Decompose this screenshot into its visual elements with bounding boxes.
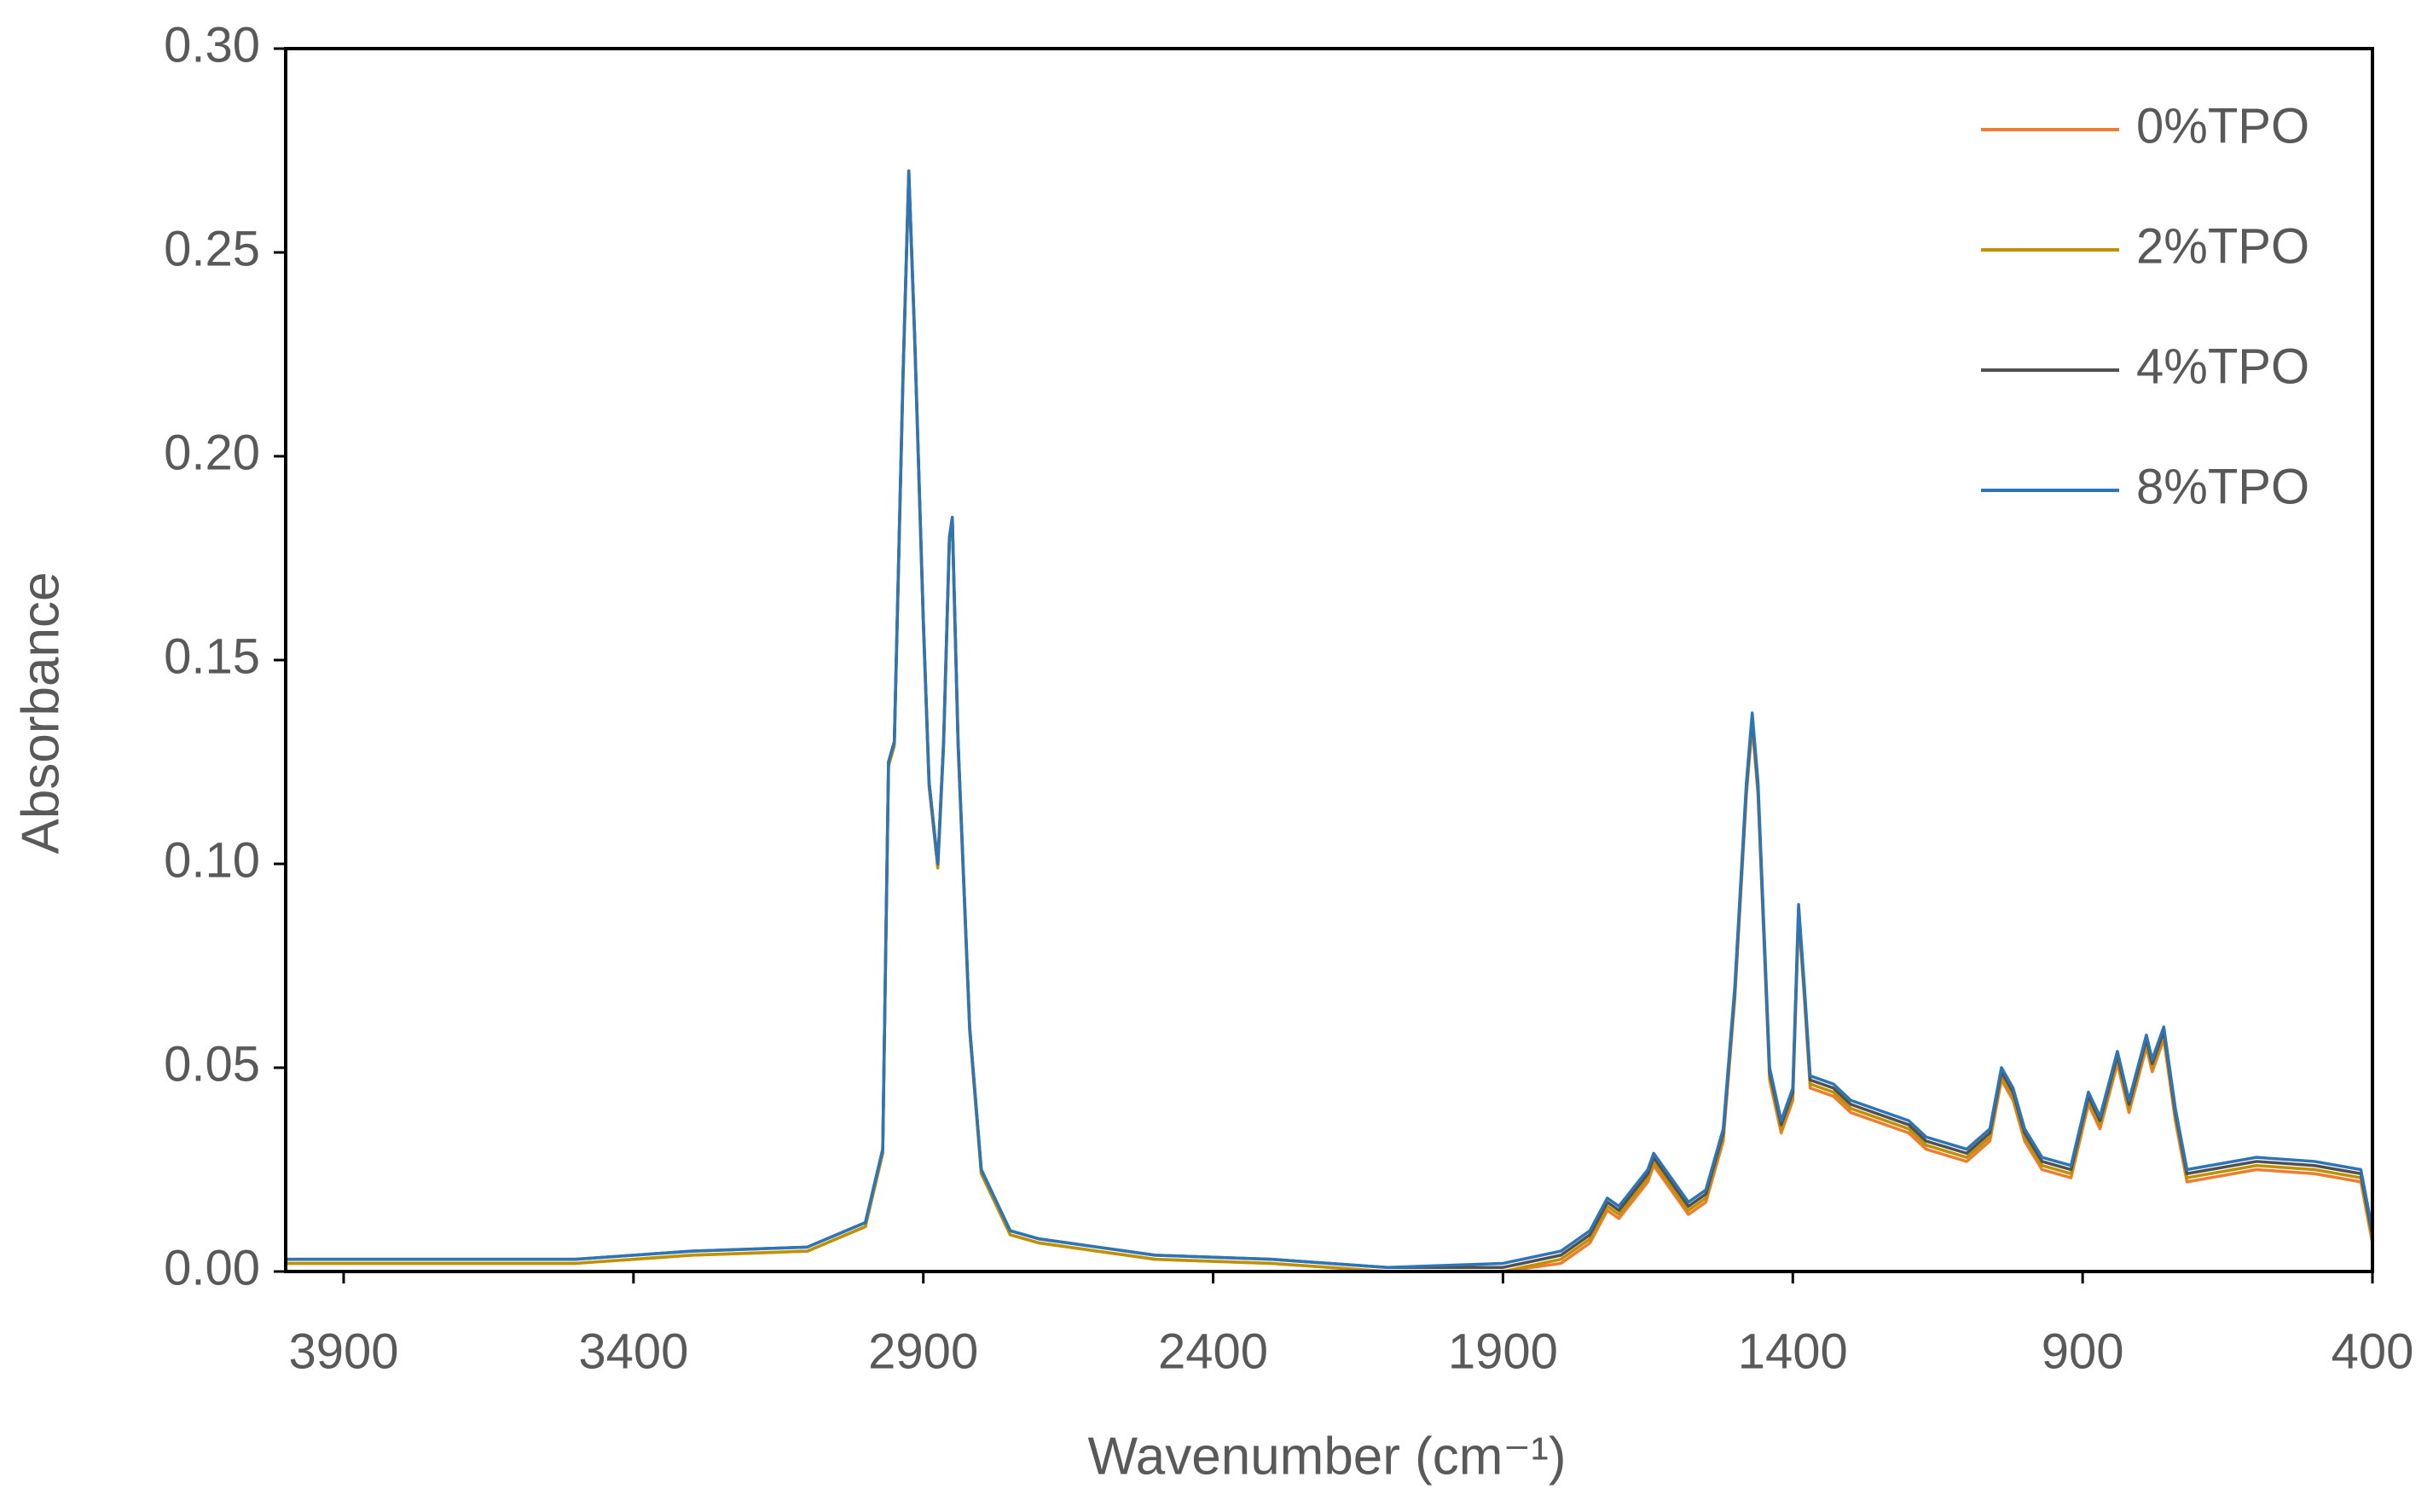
y-tick-label: 0.20: [164, 425, 260, 480]
legend-text: 0%TPO: [2136, 98, 2309, 154]
legend-text: 8%TPO: [2136, 459, 2309, 514]
plot-frame: [284, 47, 2374, 1273]
x-tick-label: 3900: [288, 1324, 398, 1379]
x-tick-label: 900: [2042, 1324, 2124, 1379]
x-tick-label: 2400: [1158, 1324, 1268, 1379]
y-tick-label: 0.30: [164, 17, 260, 72]
x-tick-label: 2900: [868, 1324, 978, 1379]
y-axis-title: Absorbance: [11, 572, 70, 854]
y-tick-label: 0.05: [164, 1036, 260, 1092]
y-tick-label: 0.15: [164, 629, 260, 684]
x-tick-label: 3400: [578, 1324, 688, 1379]
x-tick-label: 1900: [1448, 1324, 1558, 1379]
y-tick-label: 0.25: [164, 221, 260, 276]
y-tick-label: 0.10: [164, 832, 260, 888]
y-tick-label: 0.00: [164, 1240, 260, 1295]
x-tick-label: 1400: [1738, 1324, 1848, 1379]
series-line: [286, 169, 2374, 1269]
x-tick-label: 400: [2332, 1324, 2414, 1379]
legend-text: 2%TPO: [2136, 218, 2309, 274]
x-axis-title: Wavenumber (cm⁻¹): [1088, 1427, 1567, 1486]
legend-text: 4%TPO: [2136, 339, 2309, 394]
